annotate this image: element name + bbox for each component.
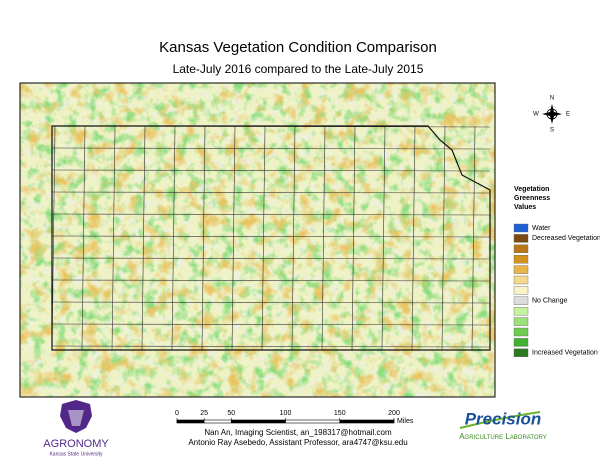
- map-subtitle: Late-July 2016 compared to the Late-July…: [173, 62, 424, 76]
- agronomy-logo: AGRONOMY Kansas State University: [43, 400, 109, 457]
- legend: Vegetation Greenness Values Water Decreased …: [513, 186, 600, 357]
- legend-swatch: [513, 286, 529, 295]
- legend-swatch: [513, 223, 529, 233]
- compass-e: E: [566, 112, 570, 118]
- legend-title: Greenness: [514, 195, 550, 202]
- logo-name: Precision: [465, 409, 542, 428]
- scale-label: 50: [227, 410, 235, 417]
- scale-label: 100: [280, 410, 292, 417]
- scale-unit: Miles: [397, 418, 414, 425]
- legend-title: Values: [514, 204, 536, 211]
- legend-swatch: [513, 275, 529, 285]
- legend-swatch: [513, 348, 529, 357]
- state-outline: [51, 125, 491, 351]
- legend-swatch: [513, 234, 529, 243]
- compass: N E S W: [533, 96, 570, 134]
- legend-label: Decreased Vegetation: [532, 235, 600, 242]
- precision-logo: Precision Agriculture Laboratory: [459, 409, 547, 441]
- legend-swatch: [513, 296, 529, 305]
- scale-label: 0: [175, 410, 179, 417]
- legend-title: Vegetation: [514, 186, 549, 193]
- scale-segment: [339, 420, 394, 423]
- legend-label: Water: [532, 225, 551, 232]
- legend-label: Increased Vegetation: [532, 350, 598, 357]
- map-frame: [19, 82, 496, 398]
- logo-subtitle: Agriculture Laboratory: [459, 432, 547, 441]
- legend-swatch: [513, 327, 529, 337]
- legend-swatch: [513, 317, 529, 326]
- scale-label: 25: [200, 410, 208, 417]
- legend-label: No Change: [532, 298, 568, 305]
- compass-w: W: [533, 112, 539, 118]
- credit-line: Antonio Ray Asebedo, Assistant Professor…: [188, 438, 407, 447]
- compass-s: S: [550, 128, 554, 134]
- legend-swatch: [513, 338, 529, 347]
- scale-label: 150: [334, 410, 346, 417]
- compass-n: N: [550, 96, 554, 102]
- legend-swatch: [513, 254, 529, 264]
- logo-name: AGRONOMY: [43, 438, 109, 450]
- map-raster: [20, 83, 495, 397]
- logo-subtitle: Kansas State University: [49, 451, 103, 457]
- legend-swatch: [513, 244, 529, 254]
- map-title: Kansas Vegetation Condition Comparison: [159, 39, 437, 56]
- scale-label: 200: [388, 410, 400, 417]
- legend-swatch: [513, 265, 529, 274]
- scale-segment: [231, 420, 286, 423]
- legend-swatch: [513, 307, 529, 316]
- scale-segment: [177, 420, 205, 423]
- credit-line: Nan An, Imaging Scientist, an_198317@hot…: [204, 428, 392, 437]
